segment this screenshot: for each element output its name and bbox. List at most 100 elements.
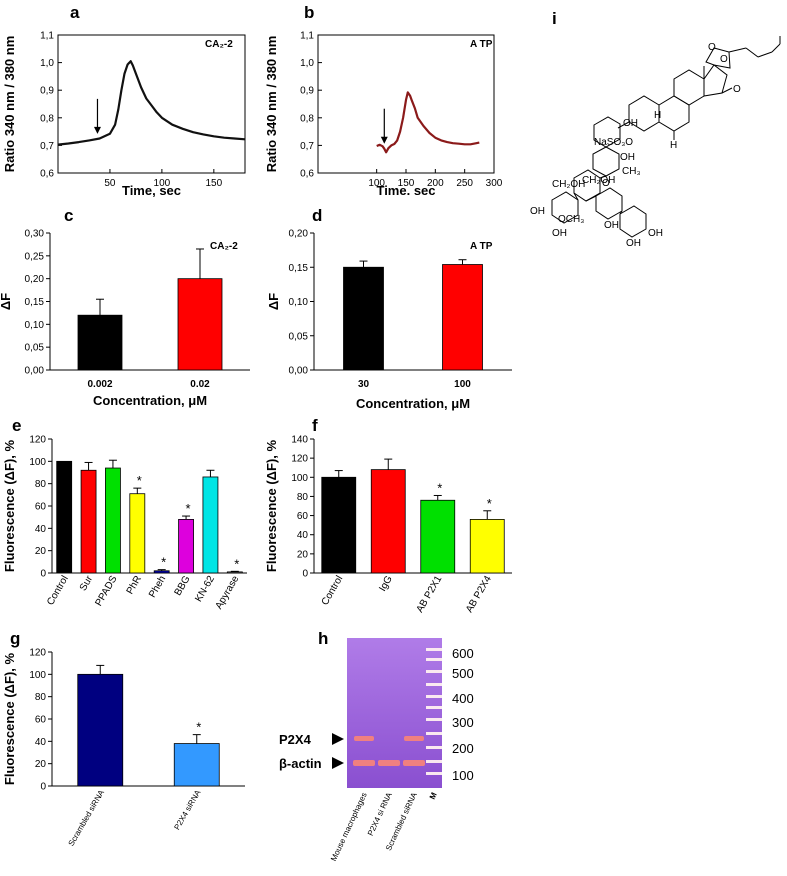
y-tick-label: 1,0: [40, 58, 54, 69]
structure-label-ketone-o: O: [733, 84, 741, 95]
x-tick-label: AB P2X4: [464, 574, 494, 615]
y-tick-label: 0: [40, 782, 46, 793]
y-axis-label: ΔF: [266, 293, 281, 310]
bar-0.02: [177, 278, 223, 371]
y-tick-label: 0,20: [25, 274, 45, 285]
annotation-c: CA₂-2: [210, 241, 238, 252]
y-tick-label: 100: [29, 670, 46, 681]
panel-label-b: b: [304, 3, 314, 22]
y-tick-label: 0,00: [289, 366, 309, 377]
x-axis-label: Concentration, μM: [356, 396, 470, 411]
bar-kn-62: [202, 476, 219, 574]
ladder-band: [426, 695, 442, 698]
structure-label-naso3o: NaSO₃O: [594, 137, 633, 148]
bar-igg: [370, 469, 406, 574]
panel-label-h: h: [318, 629, 328, 648]
bar-30: [343, 266, 384, 371]
x-axis-label: Concentration, μM: [93, 393, 207, 408]
x-tick-label: PhR: [125, 574, 144, 596]
marker-size-label: 500: [452, 666, 474, 681]
band-beta-actin: [353, 760, 375, 766]
chart-b-calcium-trace-atp: b 0,6 0,7 0,8 0,9 1,0 1,1 100 150 200 250 300 Time.…: [264, 3, 503, 198]
ladder-band: [426, 772, 442, 775]
marker-size-label: 200: [452, 741, 474, 756]
structure-label-ring-o: O: [720, 54, 728, 65]
structure-label-och3: OCH₃: [558, 214, 584, 225]
x-tick-label: IgG: [377, 574, 395, 594]
y-tick-label: 0,7: [40, 141, 54, 152]
marker-size-label: 300: [452, 715, 474, 730]
x-tick-label: Scrambled siRNA: [67, 788, 107, 848]
bar-apyrase: [226, 571, 243, 574]
x-tick-label: 150: [398, 178, 415, 189]
plot-frame: [57, 34, 246, 174]
structure-label-oh7: OH: [648, 228, 663, 239]
bar-phr: [129, 493, 146, 574]
bar-bbg: [178, 519, 194, 574]
y-tick-label: 120: [29, 648, 46, 659]
y-axis-label: Fluorescence (ΔF), %: [2, 439, 17, 572]
y-tick-label: 40: [297, 530, 309, 541]
band-label: P2X4: [279, 732, 312, 747]
band-label: β-actin: [279, 756, 322, 771]
marker-size-label: 400: [452, 691, 474, 706]
x-tick-label: 150: [205, 178, 222, 189]
y-axis-label: Fluorescence (ΔF), %: [2, 652, 17, 785]
structure-label-h1: H: [670, 140, 677, 151]
structure-label-oh6: OH: [626, 238, 641, 249]
x-tick-label: Control: [320, 574, 346, 607]
chart-g-bar-sirna: g 0 20 40 60 80 100 120 Scrambled siRNA * P2X4 si…: [2, 629, 245, 848]
ladder-band: [426, 760, 442, 763]
y-tick-label: 0,9: [40, 86, 54, 97]
annotation-d: A TP: [470, 241, 493, 252]
y-tick-label: 60: [35, 502, 47, 513]
x-tick-label: BBG: [173, 574, 193, 598]
bar-p2x4-sirna: [173, 743, 220, 787]
significance-asterisk: *: [196, 720, 201, 735]
x-tick-label: P2X4 siRNA: [172, 788, 202, 832]
y-tick-label: 0,8: [40, 113, 54, 124]
x-tick-label: 300: [486, 178, 503, 189]
annotation-a: CA₂-2: [205, 39, 233, 50]
y-tick-label: 0,10: [289, 297, 309, 308]
bar-pheh: [153, 570, 170, 574]
x-tick-label: 50: [104, 178, 116, 189]
y-tick-label: 80: [35, 479, 47, 490]
bar-control: [321, 476, 357, 574]
y-tick-label: 0,00: [25, 366, 45, 377]
y-tick-label: 80: [297, 492, 309, 503]
significance-asterisk: *: [234, 556, 239, 571]
ladder-band: [426, 746, 442, 749]
y-tick-label: 0,9: [300, 86, 314, 97]
y-tick-label: 100: [29, 457, 46, 468]
x-axis-label: Time, sec: [122, 183, 181, 198]
x-axis-label: Time. sec: [376, 183, 435, 198]
structure-label-oh2: OH: [620, 152, 635, 163]
significance-asterisk: *: [137, 473, 142, 488]
annotation-b: A TP: [470, 39, 493, 50]
y-axis-label: ΔF: [0, 293, 13, 310]
structure-label-oh1: OH: [623, 118, 638, 129]
stimulus-arrowhead: [380, 136, 388, 144]
y-tick-label: 60: [297, 511, 309, 522]
x-tick-label: 100: [154, 178, 171, 189]
x-tick-label: 100: [368, 178, 385, 189]
chart-f-bar-antibodies: f 0 20 40 60 80 100 120 140 Control IgG * AB P2X1 * A…: [264, 416, 512, 615]
ladder-band: [426, 670, 442, 673]
y-tick-label: 0,8: [300, 113, 314, 124]
x-tick-label: AB P2X1: [415, 574, 445, 615]
x-tick-label: Apyrase: [214, 574, 242, 612]
x-tick-label: Pheh: [147, 574, 168, 600]
significance-asterisk: *: [437, 480, 442, 495]
significance-asterisk: *: [487, 496, 492, 511]
x-tick-label: Sur: [78, 573, 96, 593]
panel-label-g: g: [10, 629, 20, 648]
lane-label: P2X4 si RNA: [366, 790, 394, 837]
y-tick-label: 0,05: [25, 343, 45, 354]
bar-control: [56, 460, 73, 574]
y-tick-label: 20: [297, 549, 309, 560]
bar-ab-p2x1: [420, 499, 456, 574]
y-tick-label: 0,20: [289, 229, 309, 240]
x-tick-label: 250: [456, 178, 473, 189]
y-tick-label: 20: [35, 546, 47, 557]
